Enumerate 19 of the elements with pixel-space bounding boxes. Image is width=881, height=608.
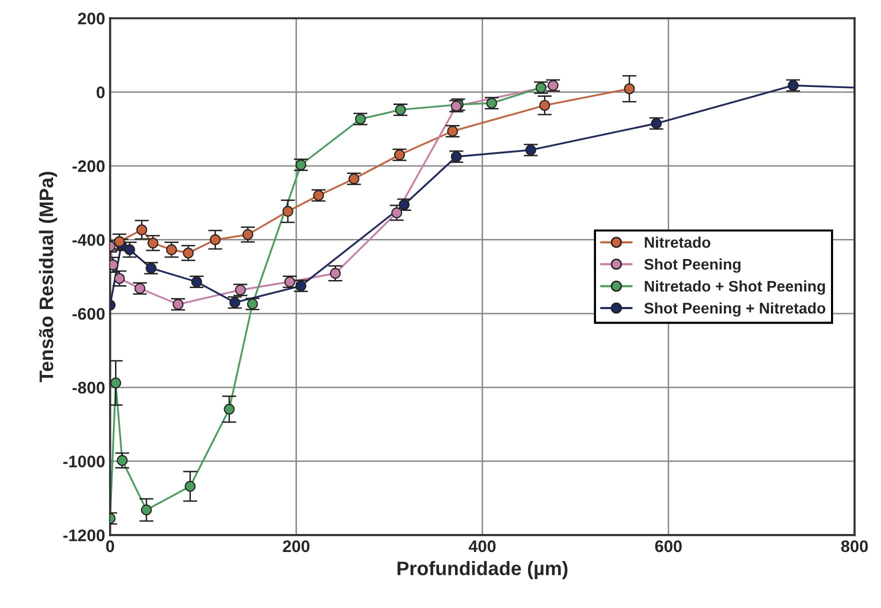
y-tick-label: -200 bbox=[72, 160, 105, 172]
y-tick-label: -800 bbox=[72, 382, 105, 394]
y-tick-label: -1000 bbox=[63, 456, 105, 468]
y-tick-label: -1200 bbox=[63, 529, 105, 542]
y-axis-title: Tensão Residual (MPa) bbox=[38, 172, 58, 382]
x-axis-title: Profundidade (µm) bbox=[398, 560, 568, 580]
x-tick-label: 600 bbox=[655, 540, 682, 552]
legend-label: Shot Peening bbox=[644, 258, 740, 273]
y-tick-label: 200 bbox=[78, 12, 105, 24]
legend-label: Shot Peening + Nitretado bbox=[644, 302, 826, 317]
x-tick-label: 800 bbox=[841, 540, 868, 552]
legend-label: Nitretado + Shot Peening bbox=[644, 280, 825, 295]
y-tick-label: 0 bbox=[96, 86, 105, 98]
y-tick-label: -400 bbox=[72, 234, 105, 246]
legend-label: Nitretado bbox=[644, 236, 710, 248]
x-tick-label: 0 bbox=[106, 540, 114, 552]
y-tick-label: -600 bbox=[72, 308, 105, 320]
x-tick-label: 400 bbox=[468, 540, 496, 552]
x-tick-label: 200 bbox=[282, 540, 310, 552]
